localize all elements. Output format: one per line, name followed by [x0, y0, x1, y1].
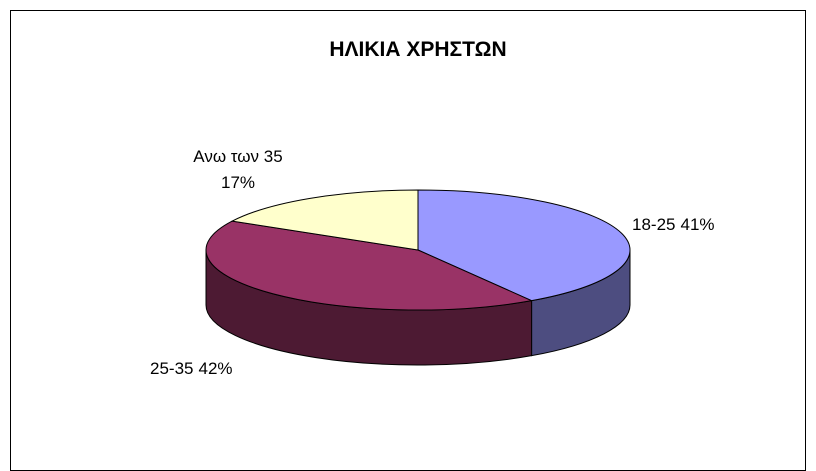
data-label: 18-25 41% — [632, 215, 715, 234]
chart-title: ΗΛΙΚΙΑ ΧΡΗΣΤΩΝ — [329, 38, 506, 61]
label-category: Ανω των 35 — [193, 147, 282, 166]
label-category: 18-25 — [632, 215, 675, 234]
data-label: Ανω των 35 17% — [193, 147, 282, 192]
data-label: 25-35 42% — [150, 359, 233, 378]
label-category: 25-35 — [150, 359, 193, 378]
slice — [205, 220, 534, 311]
label-value: 42% — [198, 359, 232, 378]
slice — [417, 189, 631, 302]
label-value: 17% — [221, 173, 255, 192]
slice — [230, 189, 419, 251]
label-value: 41% — [680, 215, 714, 234]
